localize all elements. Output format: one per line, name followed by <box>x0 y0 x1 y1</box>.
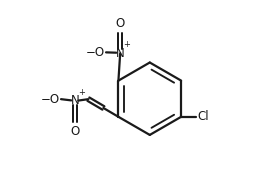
Text: −O: −O <box>86 46 105 59</box>
Text: +: + <box>123 40 130 49</box>
Text: Cl: Cl <box>197 110 209 123</box>
Text: N: N <box>71 94 80 107</box>
Text: O: O <box>115 17 125 30</box>
Text: N: N <box>116 47 124 60</box>
Text: O: O <box>70 125 80 138</box>
Text: +: + <box>78 88 85 97</box>
Text: −O: −O <box>40 93 60 106</box>
